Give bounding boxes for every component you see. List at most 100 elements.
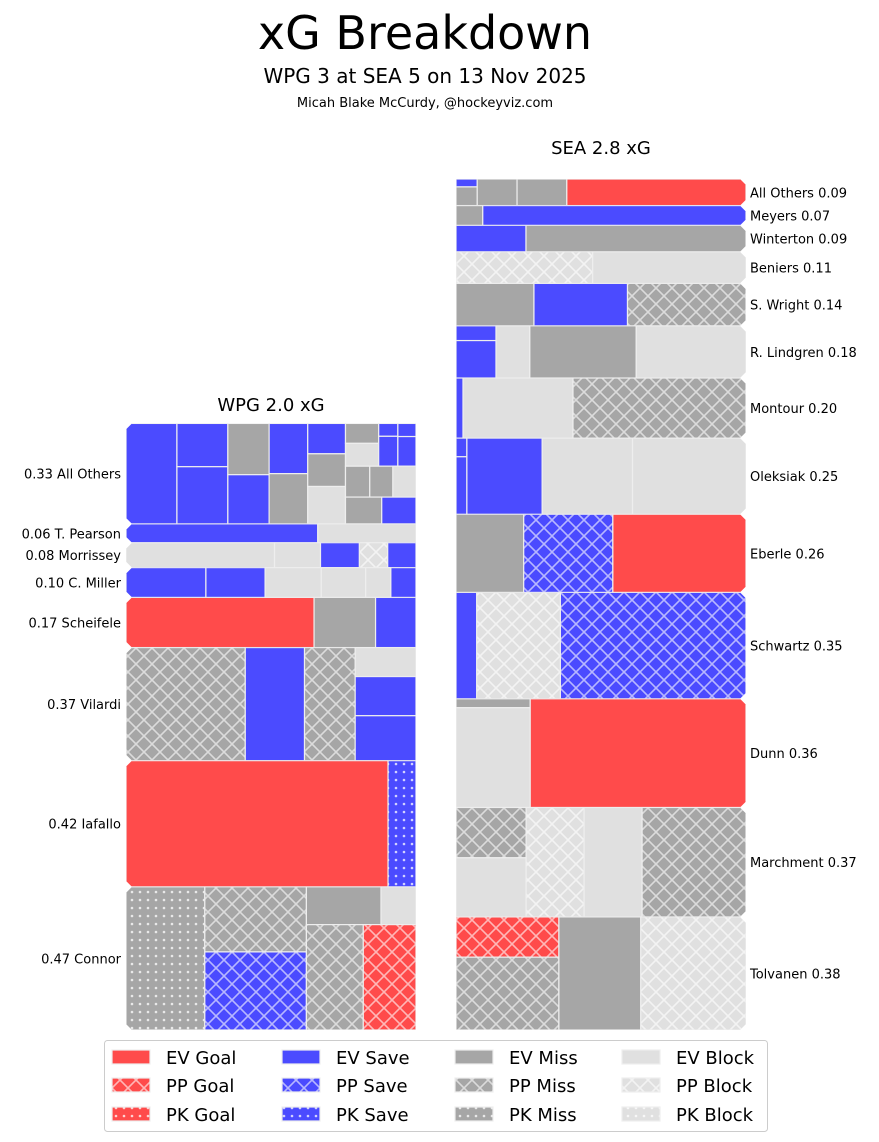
shot-ev-block xyxy=(583,807,643,917)
shot-ev-goal xyxy=(566,179,746,206)
shot-ev-miss xyxy=(344,423,380,444)
shot-pp-save xyxy=(281,1077,321,1093)
shot-ev-save xyxy=(126,567,207,598)
shot-ev-miss xyxy=(516,179,568,206)
shot-pp-miss xyxy=(454,1077,494,1093)
player-row-beniers xyxy=(456,251,746,284)
chart-subtitle: WPG 3 at SEA 5 on 13 Nov 2025 xyxy=(263,64,586,88)
shot-pp-block xyxy=(640,916,746,1030)
player-label: S. Wright 0.14 xyxy=(750,299,842,314)
shot-pp-miss xyxy=(572,378,746,439)
shot-ev-miss xyxy=(525,225,746,252)
shot-ev-save xyxy=(456,592,478,699)
player-label: Montour 0.20 xyxy=(750,402,837,417)
player-row-all-others xyxy=(126,423,416,524)
shot-ev-block xyxy=(307,485,347,524)
shot-pk-save xyxy=(387,760,416,887)
shot-ev-save xyxy=(378,435,399,467)
shot-pp-miss xyxy=(456,807,527,859)
shot-ev-save xyxy=(281,1049,321,1065)
player-label: Dunn 0.36 xyxy=(750,747,818,762)
shot-ev-save xyxy=(482,205,746,226)
shot-ev-miss xyxy=(369,465,394,498)
shot-ev-block xyxy=(273,542,322,568)
shot-pp-miss xyxy=(305,924,364,1030)
player-row-iafallo xyxy=(126,760,416,887)
shot-pp-save xyxy=(204,951,308,1030)
player-row-s-wright xyxy=(456,283,746,326)
team-title-wpg: WPG 2.0 xG xyxy=(217,395,324,416)
player-row-t-pearson xyxy=(126,523,416,543)
player-row-dunn xyxy=(456,698,746,808)
shot-ev-goal xyxy=(111,1049,151,1065)
shot-ev-save xyxy=(126,423,178,524)
shot-ev-miss xyxy=(456,283,535,326)
player-label: All Others 0.09 xyxy=(750,186,847,201)
legend-frame xyxy=(104,1040,768,1132)
legend-entry-pk-miss: PK Miss xyxy=(454,1105,577,1126)
player-row-eberle xyxy=(456,514,746,593)
player-label: 0.33 All Others xyxy=(24,468,121,483)
player-label: Beniers 0.11 xyxy=(750,262,832,277)
shot-ev-block xyxy=(541,438,634,515)
team-title-sea: SEA 2.8 xG xyxy=(551,138,651,159)
shot-ev-block xyxy=(264,567,322,598)
shot-ev-goal xyxy=(126,760,389,887)
legend-label: PK Miss xyxy=(509,1105,577,1126)
player-row-all-others xyxy=(456,179,746,206)
shot-ev-miss xyxy=(227,423,270,476)
shot-pp-block xyxy=(456,251,594,284)
player-label: 0.08 Morrissey xyxy=(25,549,121,564)
player-label: 0.42 Iafallo xyxy=(48,818,121,833)
player-row-r-lindgren xyxy=(456,325,746,379)
shot-ev-block xyxy=(635,325,746,379)
shot-ev-miss xyxy=(456,514,525,593)
team-plot-wpg: 0.33 All Others 0.06 T. Pearson 0.08 Morri… xyxy=(22,423,416,1030)
player-row-meyers xyxy=(456,205,746,226)
shot-pp-miss xyxy=(126,647,246,761)
legend-label: PP Goal xyxy=(166,1076,234,1097)
legend-label: EV Miss xyxy=(509,1048,578,1069)
shot-pk-goal xyxy=(111,1106,151,1122)
legend-label: EV Save xyxy=(336,1048,410,1069)
shot-ev-goal xyxy=(529,698,746,808)
player-row-schwartz xyxy=(456,592,746,699)
shot-ev-block xyxy=(621,1049,661,1065)
shot-ev-save xyxy=(319,542,361,568)
shot-ev-save xyxy=(176,423,229,468)
player-label: Winterton 0.09 xyxy=(750,233,847,248)
player-label: Marchment 0.37 xyxy=(750,856,857,871)
shot-ev-save xyxy=(456,456,468,515)
shot-pp-miss xyxy=(626,283,746,326)
shot-pp-block xyxy=(476,592,562,699)
player-row-marchment xyxy=(456,807,746,917)
player-row-montour xyxy=(456,378,746,439)
shot-ev-miss xyxy=(529,325,637,379)
shot-ev-save xyxy=(126,523,319,543)
shot-ev-miss xyxy=(344,496,383,524)
chart-title: xG Breakdown xyxy=(258,6,592,60)
shot-ev-save xyxy=(176,466,229,524)
player-label: 0.47 Connor xyxy=(41,952,122,967)
shot-ev-save xyxy=(456,378,464,439)
shot-ev-goal xyxy=(126,597,315,648)
player-label: Meyers 0.07 xyxy=(750,209,830,224)
shot-ev-miss xyxy=(456,698,531,709)
shot-ev-miss xyxy=(344,465,371,498)
shot-ev-save xyxy=(354,675,416,717)
shot-pp-goal xyxy=(362,924,416,1030)
player-label: 0.17 Scheifele xyxy=(28,616,121,631)
shot-ev-block xyxy=(126,542,276,568)
player-row-morrissey xyxy=(126,542,416,568)
shot-ev-block xyxy=(462,378,574,439)
shot-ev-miss xyxy=(456,186,478,206)
shot-ev-save xyxy=(205,567,266,598)
shot-ev-miss xyxy=(456,205,484,226)
shot-pp-block xyxy=(621,1077,661,1093)
shot-ev-save xyxy=(268,423,309,475)
shot-ev-block xyxy=(456,857,527,917)
shot-ev-save xyxy=(456,179,478,188)
legend-label: EV Block xyxy=(676,1048,755,1069)
legend-label: PP Save xyxy=(336,1076,408,1097)
